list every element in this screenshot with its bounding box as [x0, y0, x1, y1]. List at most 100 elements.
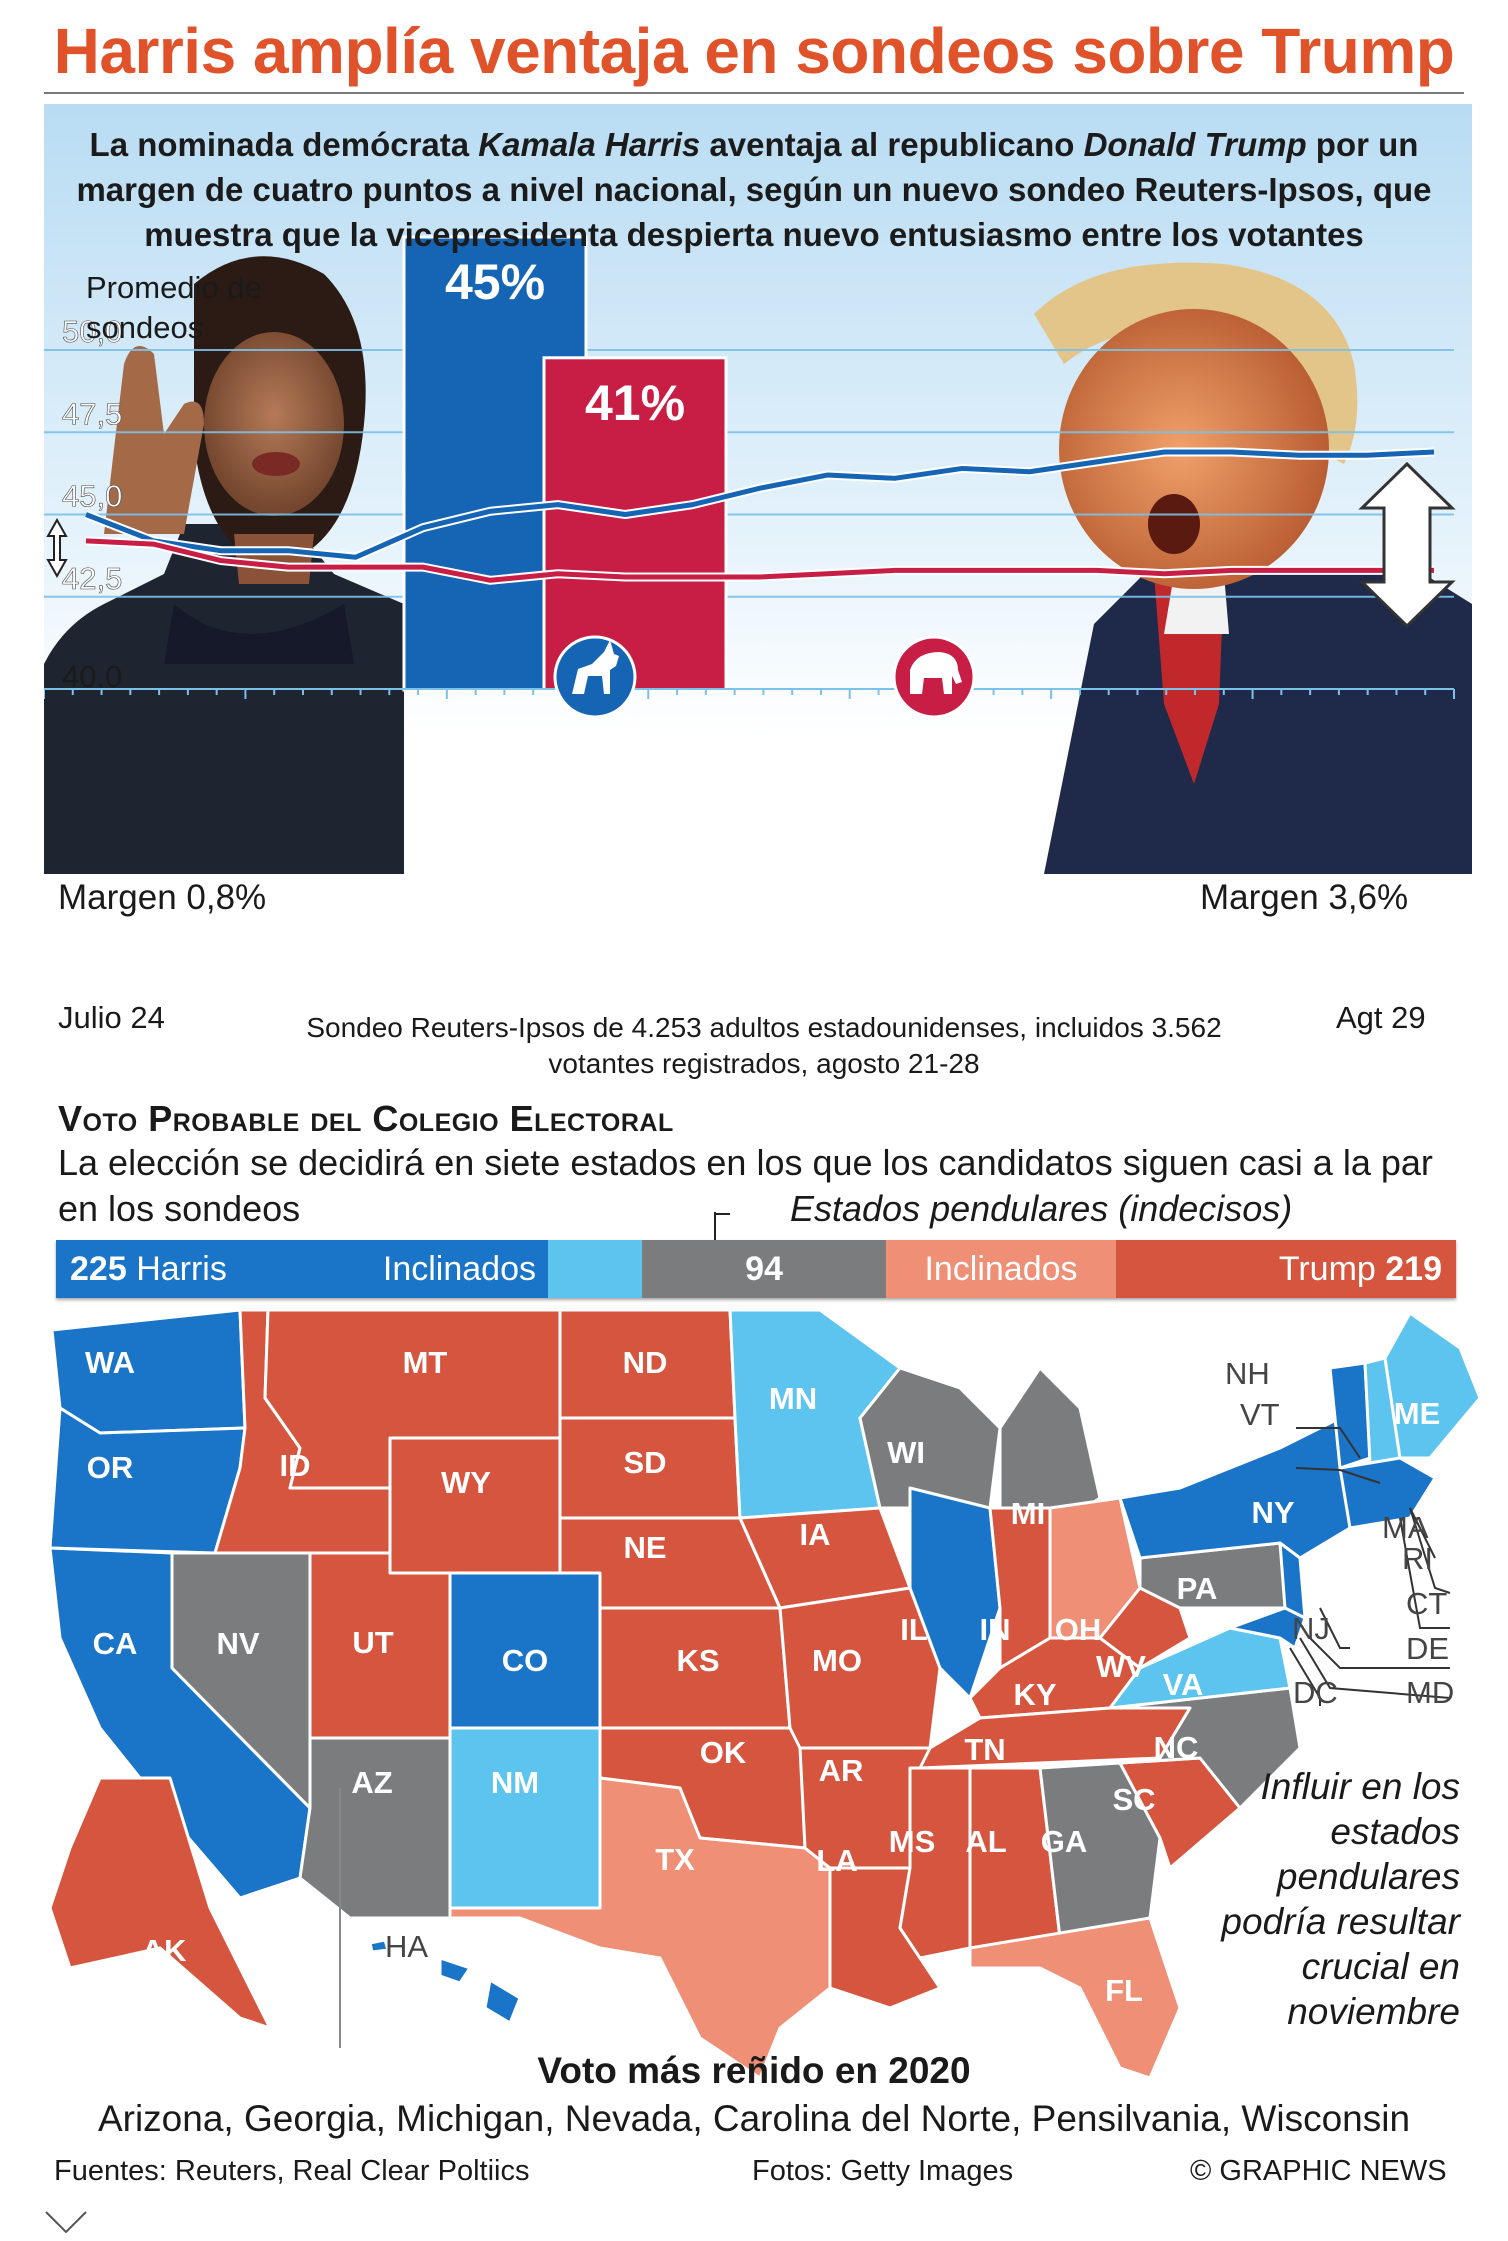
label-il: IL: [900, 1612, 928, 1647]
state-ny: [1118, 1416, 1352, 1560]
state-ha-1: [368, 1938, 390, 1954]
label-in: IN: [980, 1612, 1011, 1647]
state-ak: [48, 1776, 272, 2030]
label-sc: SC: [1112, 1782, 1155, 1817]
state-fl: [968, 1916, 1182, 2078]
poll-source: Sondeo Reuters-Ipsos de 4.253 adultos es…: [306, 1012, 1222, 1079]
state-tx: [448, 1776, 832, 2078]
harris-photo: [44, 256, 404, 874]
ecv-description: La elección se decidirá en siete estados…: [58, 1142, 1433, 1229]
closest-2020-title: Voto más reñido en 2020: [537, 2050, 971, 2091]
ev-segment-harris-solid: 225 Harris Inclinados: [56, 1240, 548, 1298]
state-de-md: [1228, 1606, 1307, 1650]
subtitle-harris: Kamala Harris: [478, 126, 701, 163]
label-pa: PA: [1177, 1571, 1218, 1606]
state-nm: [448, 1726, 602, 1920]
label-me: ME: [1394, 1396, 1441, 1431]
margin-arrow-left: [46, 517, 68, 579]
y-tick-label: 47,5: [62, 396, 122, 431]
state-nc: [1108, 1686, 1302, 1810]
label-wa: WA: [85, 1345, 135, 1380]
harris-name: Harris: [136, 1249, 227, 1288]
label-ny: NY: [1251, 1495, 1294, 1530]
label-de: DE: [1406, 1631, 1449, 1666]
democrat-donkey-icon: [553, 635, 637, 719]
gridlines: [44, 349, 1454, 598]
trump-name: Trump: [1278, 1249, 1376, 1288]
label-ak: AK: [142, 1933, 187, 1968]
label-oh: OH: [1055, 1612, 1102, 1647]
margin-right-label: Margen 3,6%: [1200, 878, 1409, 917]
closest-2020-states: Arizona, Georgia, Michigan, Nevada, Caro…: [97, 2098, 1411, 2139]
label-or: OR: [87, 1450, 134, 1485]
label-al: AL: [965, 1824, 1006, 1859]
electoral-vote-bar: 225 Harris Inclinados 94 Inclinados Trum…: [56, 1240, 1456, 1298]
label-la: LA: [816, 1843, 857, 1878]
label-ut: UT: [352, 1625, 393, 1660]
state-va: [1108, 1626, 1292, 1710]
y-tick-label: 42,5: [62, 561, 122, 596]
label-nh: NH: [1225, 1356, 1270, 1391]
label-tx: TX: [655, 1842, 695, 1877]
label-ar: AR: [819, 1753, 864, 1788]
date-start-label: Julio 24: [58, 1000, 165, 1035]
subtitle-text: aventaja al republicano: [700, 126, 1084, 163]
subtitle: La nominada demócrata Kamala Harris aven…: [50, 122, 1458, 257]
lean-left-label: Inclinados: [382, 1249, 536, 1288]
state-wy: [388, 1436, 562, 1575]
label-tn: TN: [964, 1732, 1005, 1767]
ev-segment-trump-lean: Inclinados: [886, 1240, 1116, 1298]
label-ct: CT: [1406, 1586, 1447, 1621]
label-wi: WI: [887, 1435, 925, 1470]
y-tick-label: 45,0: [62, 479, 122, 514]
swing-states-label: Estados pendulares (indecisos): [790, 1188, 1293, 1229]
label-mo: MO: [812, 1643, 862, 1678]
trump-photo: [1034, 262, 1472, 874]
label-nd: ND: [623, 1345, 668, 1380]
label-ms: MS: [889, 1824, 936, 1859]
bar-label-harris: 45%: [445, 254, 545, 310]
margin-arrow-right: [1358, 461, 1456, 629]
label-ri: RI: [1402, 1541, 1433, 1576]
date-end-label: Agt 29: [1336, 1000, 1426, 1035]
state-ha-2: [438, 1956, 472, 1985]
state-wv: [1098, 1586, 1192, 1670]
state-ha-3: [483, 1978, 522, 2025]
label-ok: OK: [700, 1735, 747, 1770]
ev-segment-trump-solid: Trump 219: [1116, 1240, 1456, 1298]
label-vt: VT: [1240, 1397, 1280, 1432]
poll-average-label: Promedio de sondeos: [86, 270, 262, 345]
page-title: Harris amplía ventaja en sondeos sobre T…: [53, 15, 1455, 87]
lean-right-label: Inclinados: [924, 1249, 1078, 1288]
graphic-credit: © GRAPHIC NEWS: [1190, 2155, 1447, 2187]
subtitle-text: por un margen de cuatro puntos a nivel n…: [76, 126, 1432, 253]
label-ha: HA: [385, 1929, 428, 1964]
swing-total: 94: [745, 1249, 783, 1288]
label-co: CO: [502, 1643, 549, 1678]
label-wv: WV: [1096, 1649, 1146, 1684]
label-az: AZ: [351, 1765, 392, 1800]
state-ms: [898, 1766, 972, 1960]
influence-note: Influir en los estados pendulares podría…: [1221, 1766, 1460, 2032]
ecv-heading: Voto Probable del Colegio Electoral: [58, 1098, 674, 1139]
label-ky: KY: [1013, 1677, 1056, 1712]
label-nj: NJ: [1292, 1611, 1330, 1646]
label-ca: CA: [93, 1626, 138, 1661]
poll-chart: 40,042,545,047,550,0 45%41%: [44, 104, 1472, 874]
label-ne: NE: [623, 1530, 666, 1565]
corner-chevron-icon: [45, 2211, 87, 2234]
label-mi: MI: [1011, 1496, 1045, 1531]
label-ia: IA: [800, 1517, 831, 1552]
state-ga: [1038, 1761, 1162, 1940]
subtitle-text: La nominada demócrata: [89, 126, 479, 163]
ev-segment-swing: 94: [642, 1240, 886, 1298]
label-fl: FL: [1105, 1973, 1143, 2008]
label-ks: KS: [676, 1643, 719, 1678]
label-nv: NV: [216, 1626, 259, 1661]
label-va: VA: [1163, 1667, 1204, 1702]
us-map: WA OR CA NV ID MT WY UT AZ CO NM ND SD N…: [48, 1308, 1480, 2078]
series-line-trump: [85, 538, 1434, 583]
label-md: MD: [1406, 1675, 1454, 1710]
subtitle-trump: Donald Trump: [1083, 126, 1307, 163]
ev-segment-harris-lean: [548, 1240, 642, 1298]
